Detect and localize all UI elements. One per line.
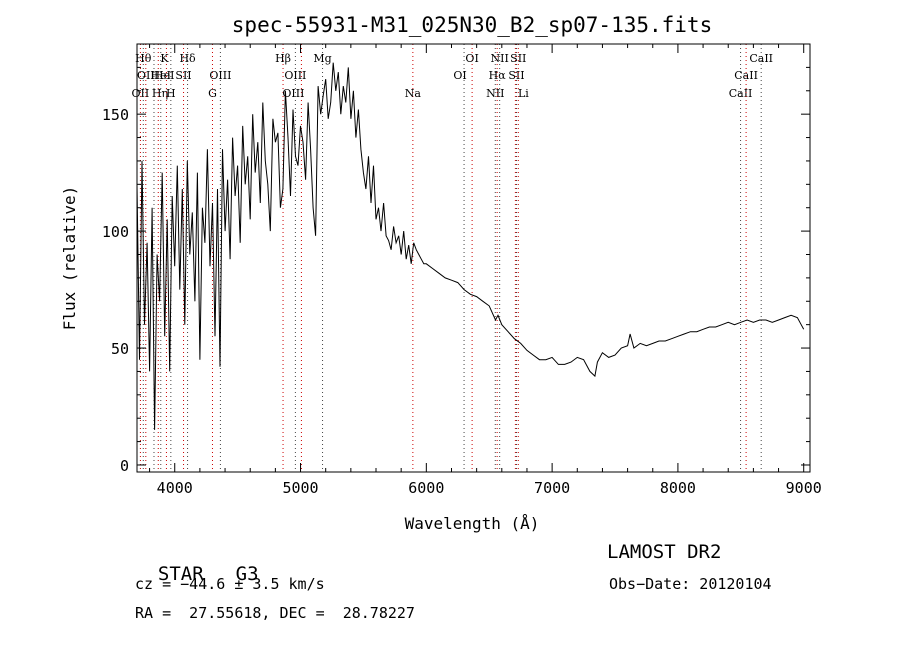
y-axis-label: Flux (relative) <box>60 186 79 331</box>
chart-title: spec-55931-M31_025N30_B2_sp07-135.fits <box>232 13 712 37</box>
line-marker-label: CaII <box>734 69 758 82</box>
x-tick-label: 7000 <box>534 479 570 497</box>
line-marker-label: SII <box>175 69 191 82</box>
line-markers: OIIHθOIIHηHeIHeIKHSIIHδGOIIIHβOIIIOIIIMg… <box>132 44 773 472</box>
x-tick-label: 8000 <box>660 479 696 497</box>
line-marker-label: OII <box>132 87 150 100</box>
line-marker-label: CaII <box>729 87 753 100</box>
line-marker-label: OII <box>137 69 155 82</box>
line-marker-label: HeI <box>151 69 171 82</box>
x-axis-label: Wavelength (Å) <box>405 514 540 533</box>
class-label: STAR <box>157 563 204 585</box>
spectrum-line <box>136 62 805 430</box>
y-tick-label: 0 <box>120 457 129 475</box>
line-marker-label: HeI <box>154 69 174 82</box>
y-tick-label: 150 <box>102 106 129 124</box>
line-marker-label: NII <box>486 87 504 100</box>
obs-date-label: Obs−Date: 20120104 <box>609 575 772 593</box>
redshift-label: cz = −44.6 ± 3.5 km/s <box>135 575 325 593</box>
axis-ticks: 4000 5000 6000 7000 8000 9000 0 50 100 150 <box>102 44 822 497</box>
object-class: STAR G3 <box>135 541 259 585</box>
line-marker-label: CaII <box>749 52 773 65</box>
line-marker-label: OIII <box>282 87 304 100</box>
line-marker-label: Mg <box>313 52 331 65</box>
survey-label: LAMOST DR2 <box>607 541 722 563</box>
line-marker-label: OIII <box>209 69 231 82</box>
line-marker-label: SII <box>508 69 524 82</box>
line-marker-label: OI <box>465 52 478 65</box>
x-tick-label: 9000 <box>786 479 822 497</box>
x-tick-label: 4000 <box>157 479 193 497</box>
y-tick-label: 100 <box>102 223 129 241</box>
line-marker-label: Li <box>518 87 529 100</box>
subclass-label: G3 <box>235 563 259 585</box>
line-marker-label: Hδ <box>179 52 196 65</box>
coordinates-label: RA = 27.55618, DEC = 28.78227 <box>135 604 415 622</box>
line-marker-label: Hβ <box>275 52 291 65</box>
line-marker-label: OI <box>453 69 466 82</box>
line-marker-label: H <box>166 87 176 100</box>
y-tick-label: 50 <box>111 340 129 358</box>
x-tick-label: 6000 <box>408 479 444 497</box>
line-marker-label: Hη <box>152 87 168 100</box>
line-marker-label: K <box>160 52 169 65</box>
line-marker-label: G <box>208 87 217 100</box>
x-tick-label: 5000 <box>282 479 318 497</box>
line-marker-label: Hα <box>489 69 507 82</box>
line-marker-label: SII <box>510 52 526 65</box>
line-marker-label: OIII <box>284 69 306 82</box>
line-marker-label: Hθ <box>135 52 152 65</box>
plot-frame <box>136 43 811 473</box>
line-marker-label: NII <box>491 52 509 65</box>
line-marker-label: Na <box>405 87 422 100</box>
